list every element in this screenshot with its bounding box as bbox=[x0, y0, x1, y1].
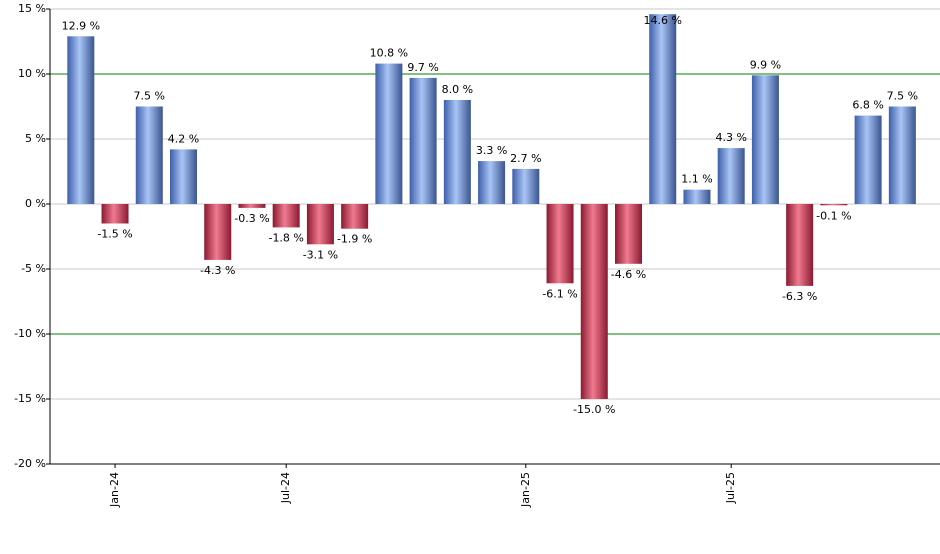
bar bbox=[272, 204, 300, 228]
value-label: -0.1 % bbox=[816, 209, 851, 222]
bar bbox=[375, 63, 403, 204]
bar bbox=[786, 204, 814, 286]
value-label: 7.5 % bbox=[887, 90, 918, 103]
value-label: 14.6 % bbox=[644, 14, 682, 27]
value-label: 4.3 % bbox=[715, 131, 746, 144]
value-label: -3.1 % bbox=[303, 248, 338, 261]
bar bbox=[170, 149, 197, 204]
bar bbox=[101, 204, 129, 224]
y-tick-label: -5 % bbox=[21, 262, 46, 275]
bar bbox=[580, 204, 608, 399]
bar bbox=[306, 204, 334, 245]
y-tick-label: -15 % bbox=[14, 392, 46, 405]
value-label: 6.8 % bbox=[852, 99, 883, 112]
value-label: 9.7 % bbox=[407, 61, 438, 74]
bar bbox=[409, 77, 437, 204]
bar bbox=[238, 204, 266, 208]
value-label: 12.9 % bbox=[62, 19, 100, 32]
bar bbox=[135, 106, 163, 204]
value-label: -6.1 % bbox=[542, 287, 577, 300]
bar bbox=[341, 204, 369, 229]
bar bbox=[820, 204, 848, 206]
value-label: -15.0 % bbox=[573, 403, 615, 416]
bar bbox=[854, 115, 882, 204]
bar bbox=[204, 204, 232, 260]
value-label: 7.5 % bbox=[134, 90, 165, 103]
bar bbox=[683, 189, 711, 204]
value-label: -4.6 % bbox=[611, 268, 646, 281]
bar bbox=[615, 204, 642, 264]
y-tick-label: 15 % bbox=[18, 2, 46, 15]
value-label: 10.8 % bbox=[370, 47, 408, 60]
y-tick-label: 10 % bbox=[18, 67, 46, 80]
bar bbox=[751, 75, 779, 204]
x-tick-label: Jul-24 bbox=[279, 472, 292, 504]
value-label: -1.8 % bbox=[268, 231, 303, 244]
bar bbox=[67, 36, 95, 204]
bar bbox=[478, 161, 506, 204]
bar bbox=[443, 100, 471, 204]
x-tick-label: Jul-25 bbox=[724, 472, 737, 504]
value-label: 8.0 % bbox=[442, 83, 473, 96]
value-label: 9.9 % bbox=[750, 58, 781, 71]
value-label: 2.7 % bbox=[510, 152, 541, 165]
x-tick-label: Jan-24 bbox=[108, 472, 121, 508]
y-tick-label: 0 % bbox=[25, 197, 46, 210]
y-tick-label: 5 % bbox=[25, 132, 46, 145]
bar bbox=[649, 14, 677, 205]
value-label: -6.3 % bbox=[782, 290, 817, 303]
bar bbox=[546, 204, 574, 284]
y-tick-label: -20 % bbox=[14, 457, 46, 470]
value-label: -4.3 % bbox=[200, 264, 235, 277]
bar bbox=[888, 106, 916, 204]
value-label: 3.3 % bbox=[476, 144, 507, 157]
bar bbox=[512, 168, 540, 204]
x-tick-label: Jan-25 bbox=[519, 472, 532, 508]
y-tick-label: -10 % bbox=[14, 327, 46, 340]
bar bbox=[717, 148, 745, 204]
value-label: 4.2 % bbox=[168, 132, 199, 145]
value-label: -1.5 % bbox=[97, 228, 132, 241]
value-label: -0.3 % bbox=[234, 212, 269, 225]
value-label: 1.1 % bbox=[681, 173, 712, 186]
value-label: -1.9 % bbox=[337, 233, 372, 246]
